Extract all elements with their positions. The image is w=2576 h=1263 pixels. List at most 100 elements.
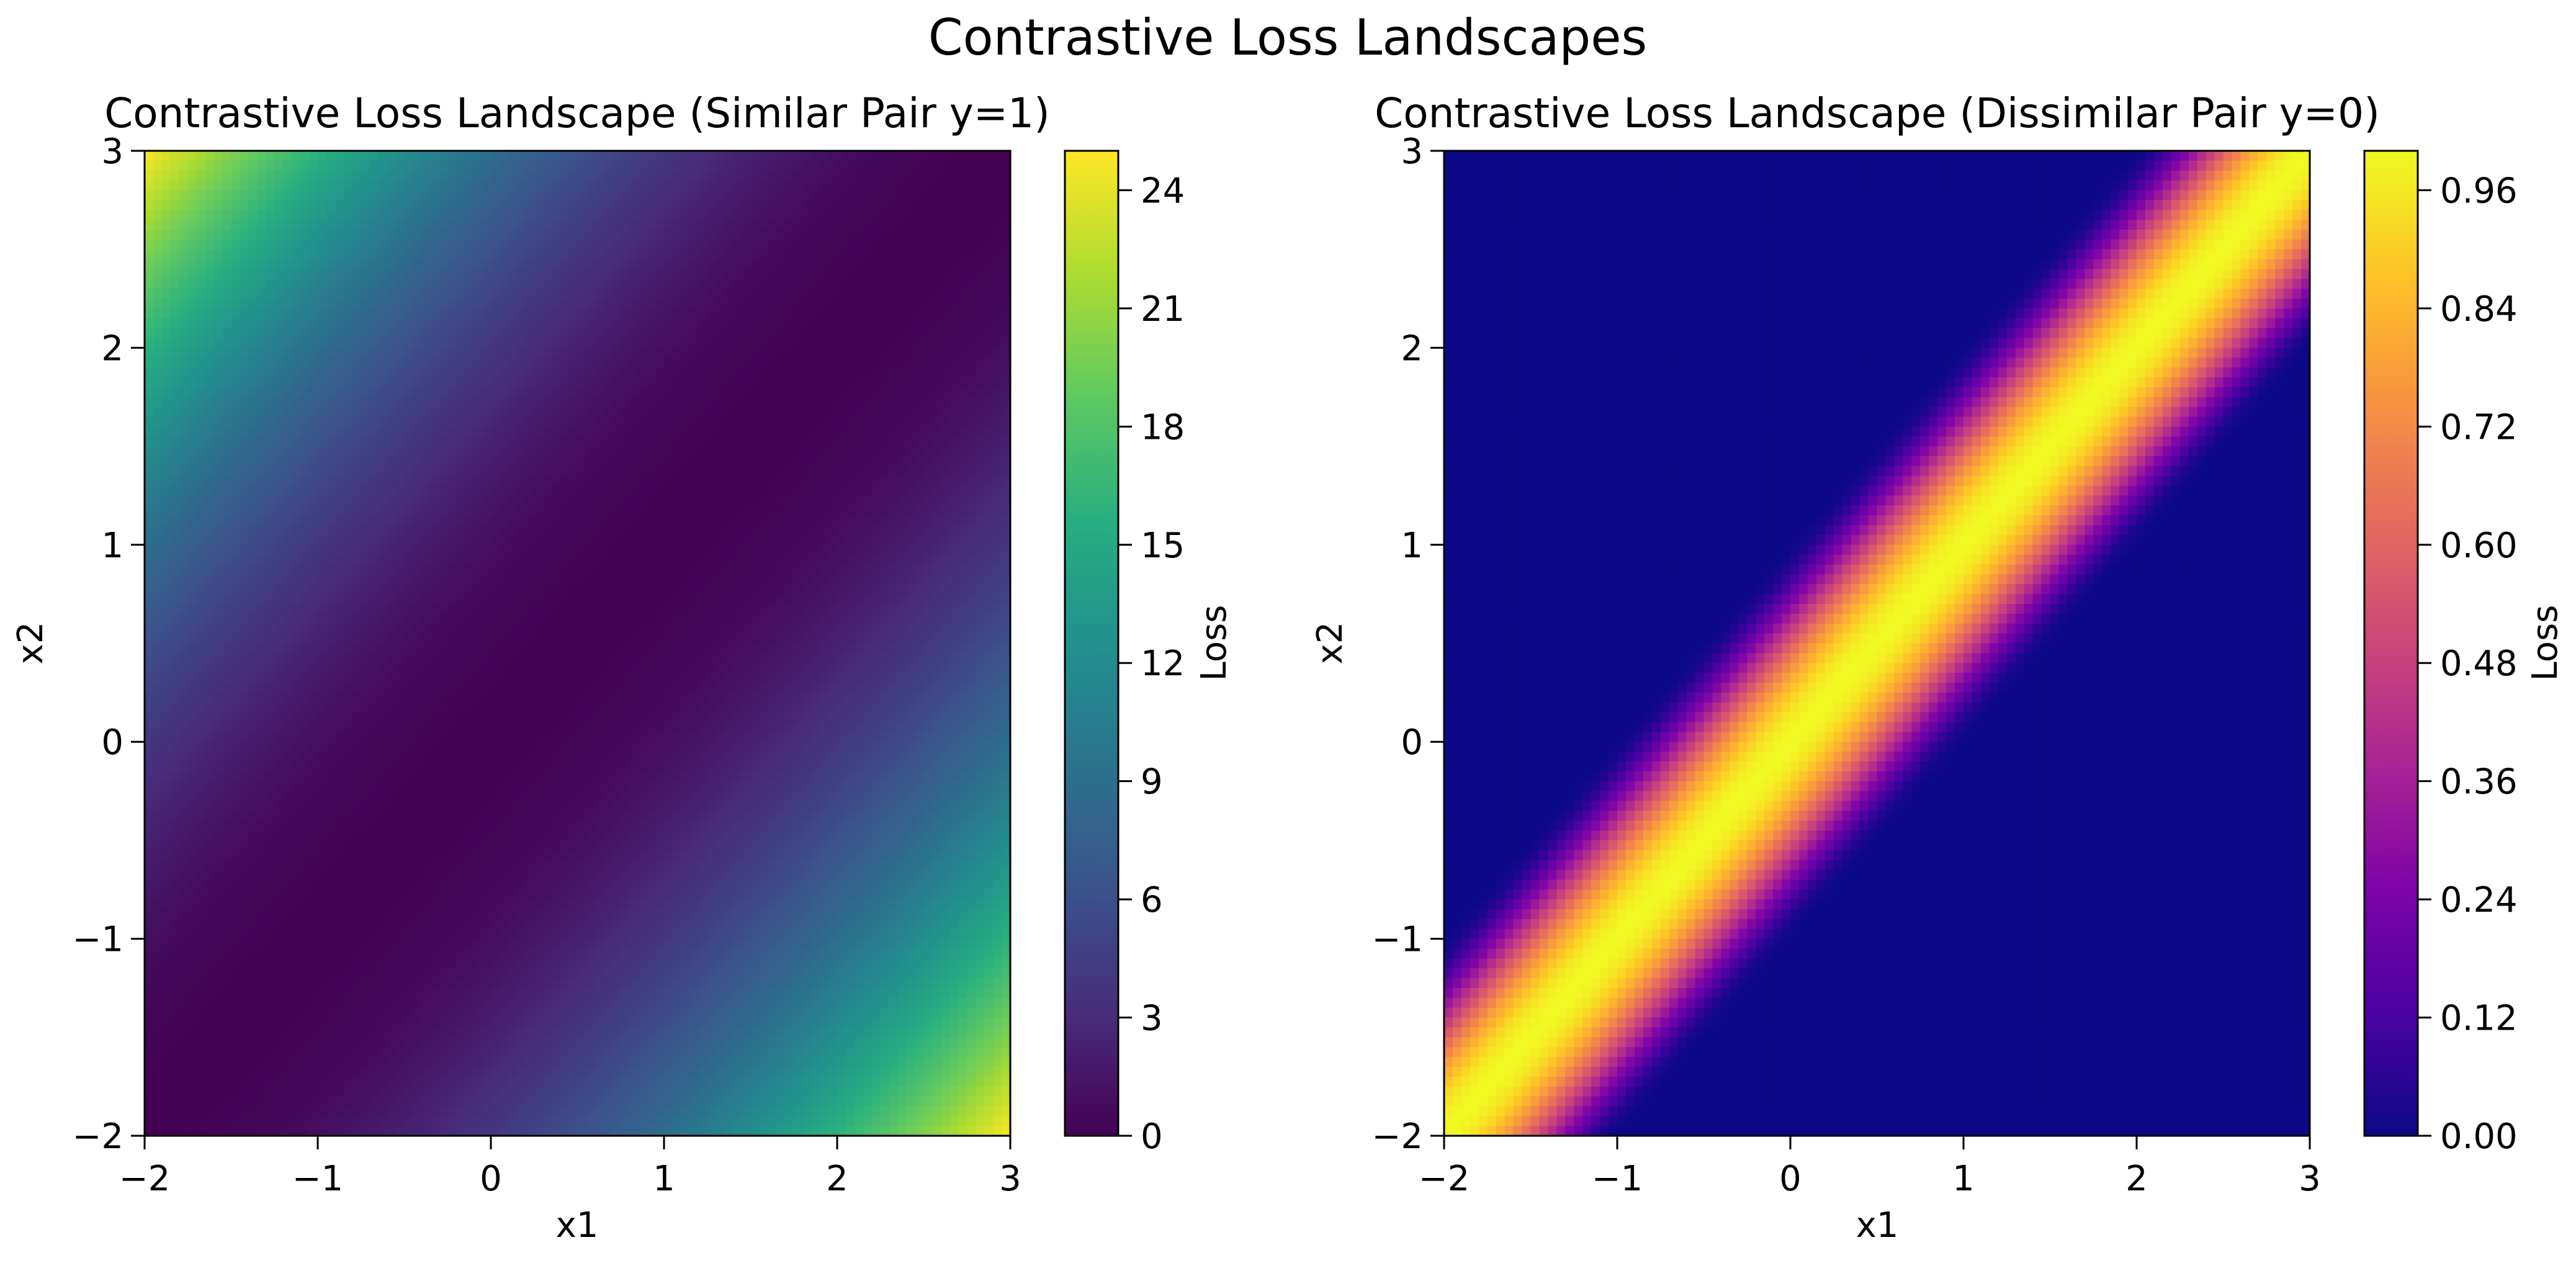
heatmap-cell xyxy=(552,584,561,595)
heatmap-cell xyxy=(335,436,344,447)
heatmap-cell xyxy=(473,387,483,398)
heatmap-cell xyxy=(153,653,163,663)
heatmap-cell xyxy=(300,1067,310,1077)
heatmap-cell xyxy=(300,1047,310,1058)
heatmap-cell xyxy=(456,909,465,920)
heatmap-cell xyxy=(456,190,465,200)
heatmap-cell xyxy=(248,752,258,762)
heatmap-cell xyxy=(552,840,561,851)
heatmap-cell xyxy=(560,771,570,782)
heatmap-cell xyxy=(379,1008,388,1018)
heatmap-cell xyxy=(292,830,301,841)
heatmap-cell xyxy=(335,663,344,673)
heatmap-cell xyxy=(274,495,284,506)
heatmap-cell xyxy=(482,939,491,950)
heatmap-cell xyxy=(569,1008,578,1018)
heatmap-cell xyxy=(465,929,474,940)
heatmap-cell xyxy=(231,259,241,270)
heatmap-cell xyxy=(526,1097,535,1107)
heatmap-cell xyxy=(188,505,197,516)
heatmap-cell xyxy=(473,929,483,940)
heatmap-cell xyxy=(491,673,500,683)
heatmap-cell xyxy=(171,181,180,191)
heatmap-cell xyxy=(482,328,491,339)
heatmap-cell xyxy=(421,574,431,585)
heatmap-cell xyxy=(517,387,526,398)
heatmap-cell xyxy=(214,289,223,299)
heatmap-cell xyxy=(231,1067,241,1077)
heatmap-cell xyxy=(352,791,362,802)
heatmap-cell xyxy=(517,1008,526,1018)
heatmap-cell xyxy=(231,190,241,200)
heatmap-cell xyxy=(326,929,336,940)
heatmap-cell xyxy=(482,535,491,546)
heatmap-cell xyxy=(379,1106,388,1117)
heatmap-cell xyxy=(153,712,163,723)
heatmap-cell xyxy=(569,919,578,930)
heatmap-cell xyxy=(292,820,301,831)
heatmap-cell xyxy=(500,416,509,427)
heatmap-cell xyxy=(292,387,301,398)
heatmap-cell xyxy=(153,663,163,673)
heatmap-cell xyxy=(447,1008,457,1018)
heatmap-cell xyxy=(205,1077,215,1087)
heatmap-cell xyxy=(552,515,561,526)
heatmap-cell xyxy=(430,240,439,250)
heatmap-cell xyxy=(171,171,180,181)
heatmap-cell xyxy=(560,240,570,250)
heatmap-cell xyxy=(179,1067,189,1077)
heatmap-cell xyxy=(300,1008,310,1018)
heatmap-cell xyxy=(517,850,526,861)
heatmap-cell xyxy=(231,535,241,546)
heatmap-cell xyxy=(413,565,422,575)
heatmap-cell xyxy=(223,762,232,772)
heatmap-cell xyxy=(465,998,474,1009)
heatmap-cell xyxy=(491,299,500,309)
heatmap-cell xyxy=(205,604,215,614)
heatmap-cell xyxy=(439,634,448,644)
heatmap-cell xyxy=(344,771,353,782)
heatmap-cell xyxy=(526,416,535,427)
heatmap-cell xyxy=(421,367,431,378)
heatmap-cell xyxy=(188,299,197,309)
heatmap-cell xyxy=(447,1116,457,1126)
heatmap-cell xyxy=(526,1047,535,1058)
heatmap-cell xyxy=(473,171,483,181)
heatmap-cell xyxy=(326,426,336,437)
heatmap-cell xyxy=(205,653,215,663)
heatmap-cell xyxy=(318,486,327,497)
heatmap-cell xyxy=(508,1018,518,1028)
heatmap-cell xyxy=(179,377,189,388)
heatmap-cell xyxy=(491,495,500,506)
heatmap-cell xyxy=(526,771,535,782)
heatmap-cell xyxy=(231,909,241,920)
heatmap-cell xyxy=(447,289,457,299)
heatmap-cell xyxy=(396,387,405,398)
heatmap-cell xyxy=(430,663,439,673)
heatmap-cell xyxy=(569,210,578,220)
heatmap-cell xyxy=(508,1126,518,1136)
heatmap-cell xyxy=(231,525,241,536)
heatmap-cell xyxy=(430,1087,439,1097)
heatmap-cell xyxy=(543,958,552,969)
heatmap-cell xyxy=(153,1047,163,1058)
heatmap-cell xyxy=(214,200,223,210)
heatmap-cell xyxy=(552,683,561,693)
heatmap-cell xyxy=(543,968,552,979)
heatmap-cell xyxy=(283,289,292,299)
heatmap-cell xyxy=(569,781,578,792)
heatmap-cell xyxy=(145,466,154,477)
heatmap-cell xyxy=(370,190,379,200)
heatmap-cell xyxy=(248,614,258,624)
heatmap-cell xyxy=(508,279,518,289)
heatmap-cell xyxy=(171,289,180,299)
heatmap-cell xyxy=(283,338,292,349)
heatmap-cell xyxy=(500,889,509,900)
heatmap-cell xyxy=(274,870,284,881)
heatmap-cell xyxy=(197,249,206,260)
heatmap-cell xyxy=(447,407,457,418)
heatmap-cell xyxy=(344,1027,353,1038)
heatmap-cell xyxy=(153,377,163,388)
heatmap-cell xyxy=(248,899,258,910)
heatmap-cell xyxy=(569,1037,578,1048)
